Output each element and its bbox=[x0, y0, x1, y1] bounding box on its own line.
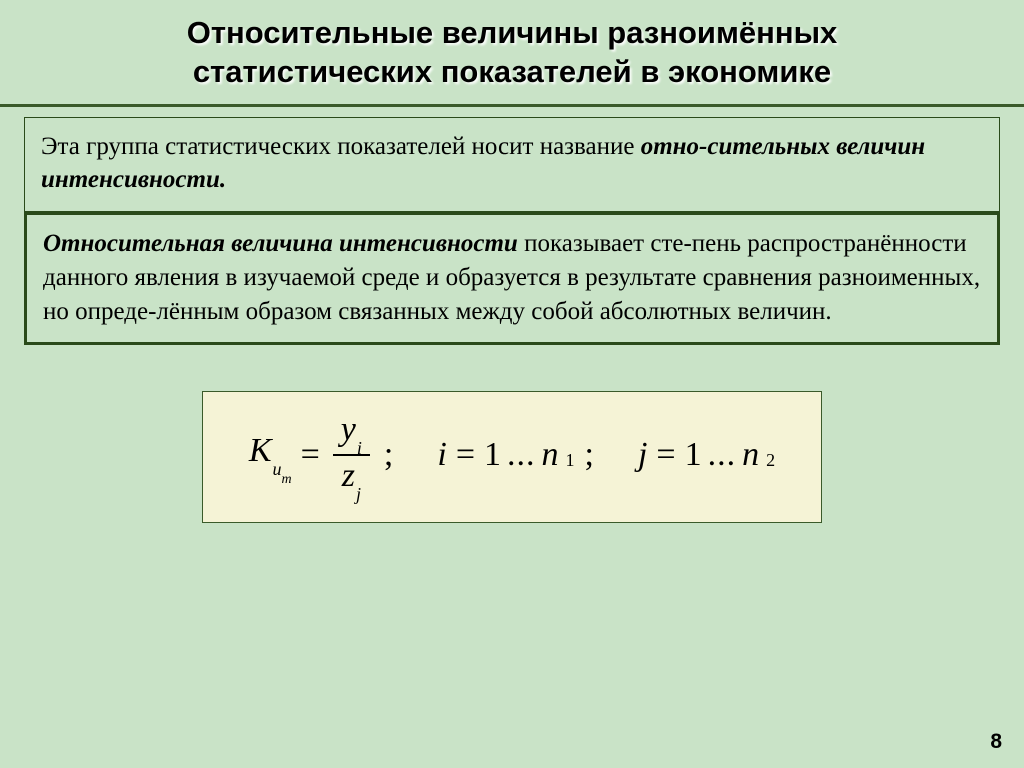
definition-box: Относительная величина интенсивности пок… bbox=[24, 212, 1000, 345]
i-var: i bbox=[437, 436, 446, 474]
definition-emph: Относительная величина интенсивности bbox=[43, 230, 518, 257]
equals-1: = bbox=[298, 436, 323, 474]
title-area: Относительные величины разноимённых стат… bbox=[0, 0, 1024, 107]
denominator: zj bbox=[334, 458, 369, 498]
K-var: К bbox=[249, 432, 272, 469]
den-var: z bbox=[342, 457, 355, 494]
dots-2: ... bbox=[708, 436, 737, 474]
num-var: y bbox=[341, 411, 356, 448]
fraction-bar bbox=[333, 454, 370, 456]
numerator: yi bbox=[333, 412, 370, 452]
dots-1: ... bbox=[507, 436, 536, 474]
equals-3: = bbox=[653, 436, 678, 474]
i-to-var: n bbox=[542, 436, 559, 474]
formula: Кит = yi zj ; i = 1...n1 ; j = 1...n2 bbox=[231, 412, 793, 497]
title-line-2: статистических показателей в экономике bbox=[193, 54, 831, 89]
title-line-1: Относительные величины разноимённых bbox=[187, 15, 838, 50]
j-to-sub: 2 bbox=[765, 450, 775, 471]
slide-title: Относительные величины разноимённых стат… bbox=[40, 14, 984, 92]
equals-2: = bbox=[453, 436, 478, 474]
semicolon-2: ; bbox=[581, 436, 604, 474]
K-sub: ит bbox=[271, 459, 291, 479]
semicolon-1: ; bbox=[380, 436, 403, 474]
content-area: Эта группа статистических показателей но… bbox=[0, 107, 1024, 523]
i-from: 1 bbox=[484, 436, 501, 474]
intro-text: Эта группа статистических показателей но… bbox=[41, 133, 641, 160]
fraction: yi zj bbox=[333, 412, 370, 497]
intro-box: Эта группа статистических показателей но… bbox=[24, 117, 1000, 213]
i-to-sub: 1 bbox=[565, 450, 575, 471]
j-var: j bbox=[638, 436, 647, 474]
den-sub: j bbox=[355, 484, 361, 504]
j-to-var: n bbox=[742, 436, 759, 474]
coef-symbol: Кит bbox=[249, 432, 292, 478]
formula-box: Кит = yi zj ; i = 1...n1 ; j = 1...n2 bbox=[202, 391, 822, 522]
page-number: 8 bbox=[990, 730, 1002, 754]
K-sub-t: т bbox=[281, 472, 291, 487]
j-from: 1 bbox=[685, 436, 702, 474]
num-sub: i bbox=[356, 438, 362, 458]
slide: Относительные величины разноимённых стат… bbox=[0, 0, 1024, 768]
